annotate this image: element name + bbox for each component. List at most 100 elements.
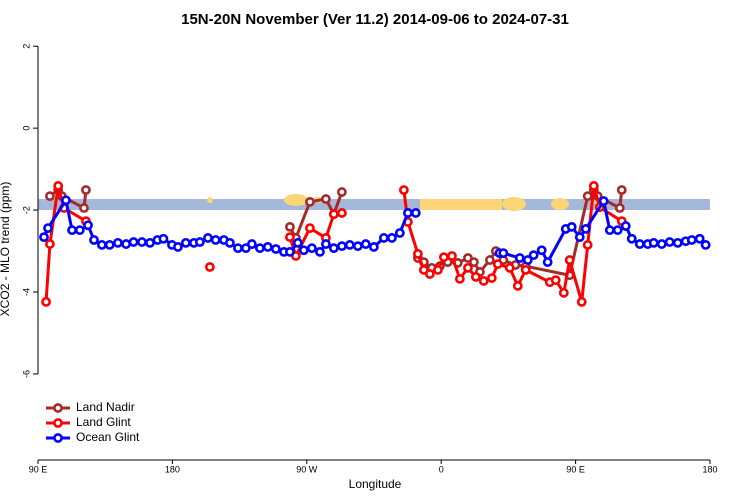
point	[394, 228, 405, 238]
point	[612, 225, 623, 236]
land-blob	[502, 197, 526, 211]
point	[74, 225, 85, 236]
point	[614, 203, 625, 213]
x-tick-label: 180	[702, 464, 717, 474]
series	[39, 195, 711, 268]
y-tick-label: -6	[21, 370, 31, 378]
point	[41, 296, 51, 307]
point	[328, 209, 339, 220]
point	[550, 275, 561, 286]
point	[582, 240, 593, 250]
point	[255, 243, 265, 254]
point	[463, 262, 473, 273]
point	[424, 269, 435, 279]
point	[112, 237, 123, 248]
point	[514, 253, 525, 263]
point	[336, 187, 347, 197]
legend-marker	[53, 403, 63, 413]
point	[246, 239, 257, 249]
point	[402, 208, 413, 218]
legend-label: Ocean Glint	[76, 430, 140, 444]
point	[564, 255, 575, 265]
point	[470, 271, 481, 282]
point	[203, 233, 213, 243]
point	[344, 240, 355, 250]
point	[45, 191, 55, 202]
point	[486, 273, 497, 283]
point	[694, 233, 705, 244]
x-tick-label: 90 W	[296, 464, 318, 474]
point	[648, 237, 659, 248]
x-axis-label: Longitude	[349, 477, 402, 491]
point	[180, 237, 191, 248]
y-tick-label: 0	[21, 126, 31, 131]
point	[306, 243, 317, 254]
point	[447, 251, 457, 261]
ocean-band	[38, 199, 710, 210]
point	[61, 195, 71, 206]
point	[504, 262, 515, 273]
point	[315, 246, 325, 257]
point	[656, 239, 667, 249]
point	[285, 221, 295, 232]
point	[528, 250, 539, 261]
point	[352, 241, 363, 252]
point	[285, 246, 295, 257]
point	[686, 235, 697, 245]
point	[298, 245, 309, 256]
point	[270, 244, 281, 254]
y-tick-label: -2	[21, 206, 31, 214]
point	[328, 243, 339, 254]
point	[43, 223, 53, 234]
point	[360, 239, 371, 249]
point	[469, 257, 479, 268]
point	[387, 233, 397, 243]
point	[81, 185, 91, 195]
point	[194, 237, 205, 247]
point	[410, 208, 421, 218]
x-tick-label: 0	[439, 464, 444, 474]
point	[104, 240, 115, 250]
point	[484, 255, 495, 265]
land-blob	[551, 198, 569, 210]
point	[89, 235, 99, 245]
point	[173, 242, 183, 252]
point	[438, 252, 449, 263]
legend-marker	[53, 433, 63, 443]
point	[137, 237, 147, 247]
y-tick-label: 2	[21, 44, 31, 49]
point	[121, 239, 132, 249]
chart-title: 15N-20N November (Ver 11.2) 2014-09-06 t…	[181, 11, 569, 28]
point	[478, 276, 489, 286]
legend-label: Land Nadir	[76, 400, 135, 414]
point	[285, 232, 295, 243]
x-tick-label: 90 E	[566, 464, 585, 474]
y-axis-label: XCO2 - MLO trend (ppm)	[0, 182, 12, 317]
point	[566, 221, 577, 232]
point	[79, 203, 89, 213]
point	[262, 242, 273, 252]
point	[398, 185, 409, 195]
point	[588, 181, 599, 191]
point	[210, 235, 221, 245]
point	[574, 232, 585, 243]
point	[672, 237, 683, 248]
point	[576, 296, 587, 307]
point	[454, 274, 465, 284]
point	[616, 185, 627, 195]
point	[53, 181, 64, 191]
point	[128, 237, 139, 247]
point	[97, 240, 107, 250]
point	[305, 196, 315, 207]
land-blob	[284, 194, 308, 206]
land-blob	[207, 197, 213, 203]
point	[321, 194, 331, 204]
point	[604, 225, 615, 236]
point	[336, 208, 347, 218]
point	[492, 259, 503, 270]
legend-marker	[53, 418, 63, 428]
point	[224, 237, 235, 248]
point	[368, 242, 379, 252]
x-tick-label: 180	[165, 464, 180, 474]
legend-label: Land Glint	[76, 415, 131, 429]
